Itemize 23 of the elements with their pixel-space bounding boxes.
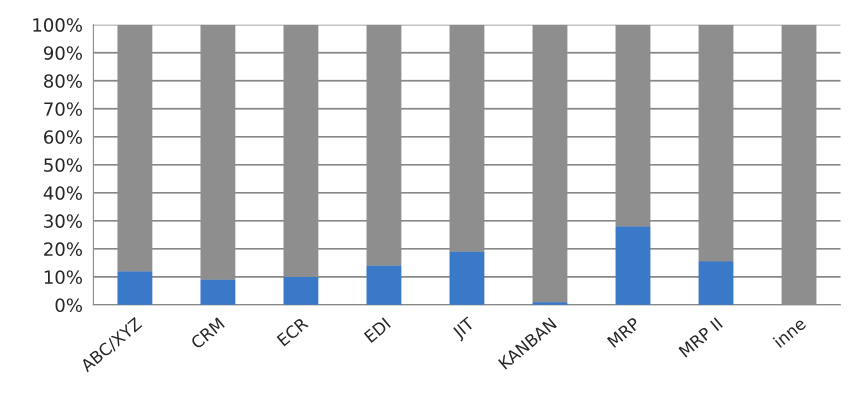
y-tick-label: 30% xyxy=(44,214,82,228)
y-tick-label: 40% xyxy=(44,186,82,200)
y-tick-label: 20% xyxy=(44,242,82,256)
x-tick-label: EDI xyxy=(364,317,391,343)
y-tick-label: 50% xyxy=(44,158,82,172)
bar xyxy=(616,226,650,305)
bar xyxy=(117,271,152,305)
bar xyxy=(366,266,402,305)
bar xyxy=(200,280,236,305)
bar xyxy=(698,261,734,305)
y-tick-label: 0% xyxy=(56,298,82,312)
y-tick-label: 90% xyxy=(44,46,82,60)
bar xyxy=(532,302,568,305)
y-tick-label: 100% xyxy=(33,18,82,32)
y-tick-label: 60% xyxy=(44,130,82,144)
y-tick-label: 80% xyxy=(44,74,82,88)
x-tick-label: JIT xyxy=(451,316,478,342)
bar xyxy=(283,276,318,305)
y-tick-label: 70% xyxy=(44,102,82,116)
x-tick-label: ECR xyxy=(276,316,309,347)
x-tick-label: inne xyxy=(772,316,807,348)
bar xyxy=(450,252,484,305)
y-tick-label: 10% xyxy=(44,270,82,284)
